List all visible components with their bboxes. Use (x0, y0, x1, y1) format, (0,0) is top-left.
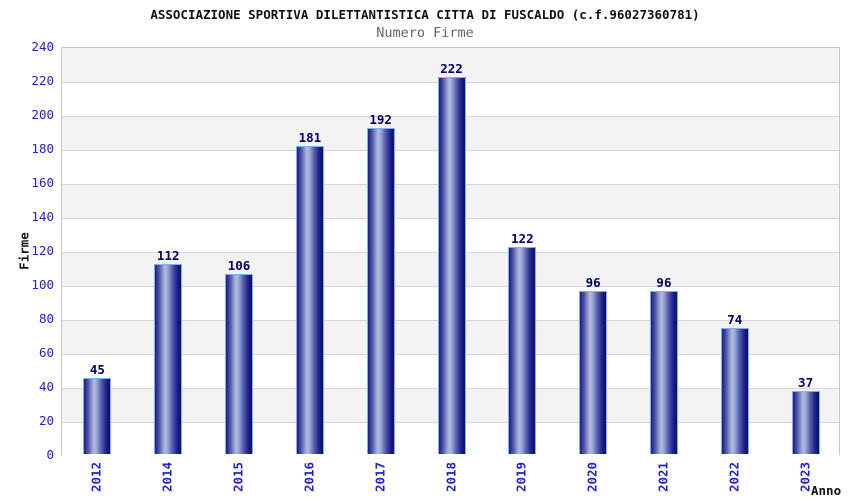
y-tick-label: 100 (31, 277, 54, 292)
x-tick-label: 2019 (513, 461, 529, 493)
y-tick-label: 0 (46, 447, 54, 462)
x-tick-label: 2012 (88, 461, 104, 493)
x-tick-label: 2017 (372, 461, 388, 493)
x-tick-label: 2020 (584, 461, 600, 493)
bar-value-label: 112 (156, 247, 180, 263)
x-tick-label: 2021 (655, 461, 671, 493)
x-tick-label: 2015 (230, 461, 246, 493)
y-tick-label: 80 (38, 311, 54, 326)
y-tick-label: 160 (31, 175, 54, 190)
bar-2015 (225, 273, 254, 454)
x-tick-label: 2016 (301, 461, 317, 493)
y-tick-label: 240 (31, 39, 54, 54)
y-axis-title: Firme (16, 232, 32, 270)
plot-band (62, 48, 839, 82)
bar-value-label: 96 (656, 274, 672, 290)
chart-subtitle: Numero Firme (376, 25, 474, 41)
y-tick-label: 40 (38, 379, 54, 394)
bar-value-label: 222 (440, 60, 463, 76)
bar-value-label: 37 (798, 375, 814, 391)
bar-value-label: 192 (369, 111, 392, 127)
bar-value-label: 74 (727, 312, 743, 328)
y-tick-label: 220 (31, 73, 54, 88)
bar-2012 (83, 377, 112, 454)
x-tick-label: 2014 (159, 461, 175, 493)
y-tick-label: 60 (38, 345, 54, 360)
bar-2017 (366, 127, 395, 454)
plot-area: 45 112 106 181 192 222 122 96 96 74 37 (61, 47, 840, 456)
bar-2016 (295, 146, 324, 454)
bar-2023 (791, 391, 820, 454)
y-tick-label: 200 (31, 107, 54, 122)
bar-2020 (579, 290, 608, 454)
y-tick-label: 120 (31, 243, 54, 258)
bar-value-label: 96 (585, 274, 601, 290)
x-tick-label: 2022 (726, 461, 742, 493)
x-tick-label: 2023 (797, 461, 813, 493)
y-tick-label: 20 (38, 413, 54, 428)
x-tick-label: 2018 (443, 461, 458, 493)
chart-title: ASSOCIAZIONE SPORTIVA DILETTANTISTICA CI… (150, 7, 700, 22)
bar-value-label: 106 (227, 257, 251, 273)
x-axis-title: Anno (811, 483, 842, 498)
y-tick-label: 140 (31, 209, 54, 224)
y-tick-label: 180 (31, 141, 54, 156)
bar-2021 (649, 290, 678, 454)
bar-2014 (154, 263, 183, 454)
bar-2022 (720, 328, 749, 454)
bar-value-label: 122 (511, 230, 534, 246)
bar-value-label: 181 (298, 130, 322, 146)
bar-value-label: 45 (89, 361, 105, 377)
bar-2019 (508, 246, 537, 454)
bar-2018 (437, 76, 466, 454)
